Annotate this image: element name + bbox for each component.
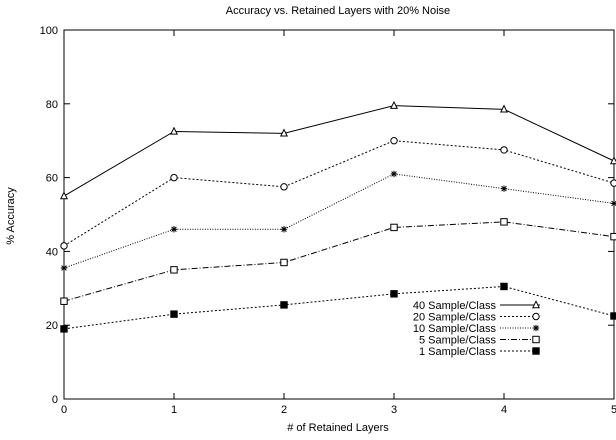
legend-label: 5 Sample/Class [419,335,497,347]
star-stroke [391,171,397,177]
data-point-triangle [169,126,179,135]
legend-item: 10 Sample/Class [413,323,540,335]
data-point-square [280,258,288,267]
data-point-triangle [531,300,541,309]
data-point-filled-square [532,347,540,355]
data-point-filled-square [280,301,288,309]
series-line [63,105,615,197]
x-tick-label: 0 [61,404,67,416]
x-tick-label: 5 [611,404,616,416]
y-tick-label: 40 [46,246,58,258]
legend-label: 1 Sample/Class [419,346,497,358]
series-1 [59,100,616,200]
legend-label: 10 Sample/Class [413,323,497,335]
series-4 [60,218,616,305]
data-point-triangle [279,128,289,137]
data-point-star [280,226,288,233]
x-axis-label: # of Retained Layers [287,422,389,434]
data-point-circle [280,183,288,191]
series-5 [60,282,616,333]
axis-ticks: 0 1 2 3 4 5 0 20 40 60 80 100 [40,25,616,416]
data-point-filled-square [60,325,68,333]
data-point-square [60,297,68,305]
y-tick-label: 20 [46,320,58,332]
data-point-circle [610,179,616,187]
legend-item: 5 Sample/Class [419,335,540,347]
x-tick-label: 3 [391,404,397,416]
data-point-star [532,324,540,332]
y-tick-label: 100 [40,25,58,37]
data-point-square [500,218,508,226]
series-line [63,285,615,330]
y-tick-label: 80 [46,99,58,111]
data-point-circle [60,242,68,250]
data-point-circle [390,137,398,145]
series-3 [60,170,616,272]
data-point-circle [500,146,508,154]
x-tick-label: 4 [501,404,507,416]
series-line [63,173,615,269]
data-point-square [532,335,540,344]
data-point-square [610,232,616,241]
data-point-star [60,264,68,272]
data-point-circle [170,173,178,182]
data-point-triangle [609,156,616,165]
x-tick-label: 1 [171,404,177,416]
data-point-star [170,226,178,233]
legend-label: 40 Sample/Class [413,300,497,312]
legend-item: 1 Sample/Class [419,346,540,358]
series-layer [59,100,616,333]
star-stroke [533,325,539,331]
star-stroke [501,185,507,192]
legend-item: 40 Sample/Class [413,300,541,312]
data-point-filled-square [610,312,616,320]
y-axis-label: % Accuracy [5,187,17,245]
star-stroke [61,265,67,271]
data-point-triangle [59,191,69,200]
chart-title: Accuracy vs. Retained Layers with 20% No… [226,5,450,17]
x-tick-label: 2 [281,404,287,416]
star-stroke [171,226,177,233]
data-point-circle [532,312,540,321]
legend-item: 20 Sample/Class [413,312,540,324]
data-point-square [170,266,178,274]
data-point-star [390,170,398,178]
data-point-filled-square [500,282,508,291]
data-point-star [500,185,508,192]
y-tick-label: 0 [52,394,58,406]
series-line [63,140,615,247]
y-tick-label: 60 [46,173,58,185]
series-2 [60,137,616,250]
data-point-square [390,223,398,232]
plot-frame [63,29,615,400]
legend-label: 20 Sample/Class [413,312,497,324]
series-line [63,221,615,302]
data-point-triangle [499,104,509,113]
data-point-triangle [389,100,399,109]
data-point-star [610,200,616,207]
star-stroke [281,226,287,233]
data-point-filled-square [390,290,398,298]
data-point-filled-square [170,310,178,318]
